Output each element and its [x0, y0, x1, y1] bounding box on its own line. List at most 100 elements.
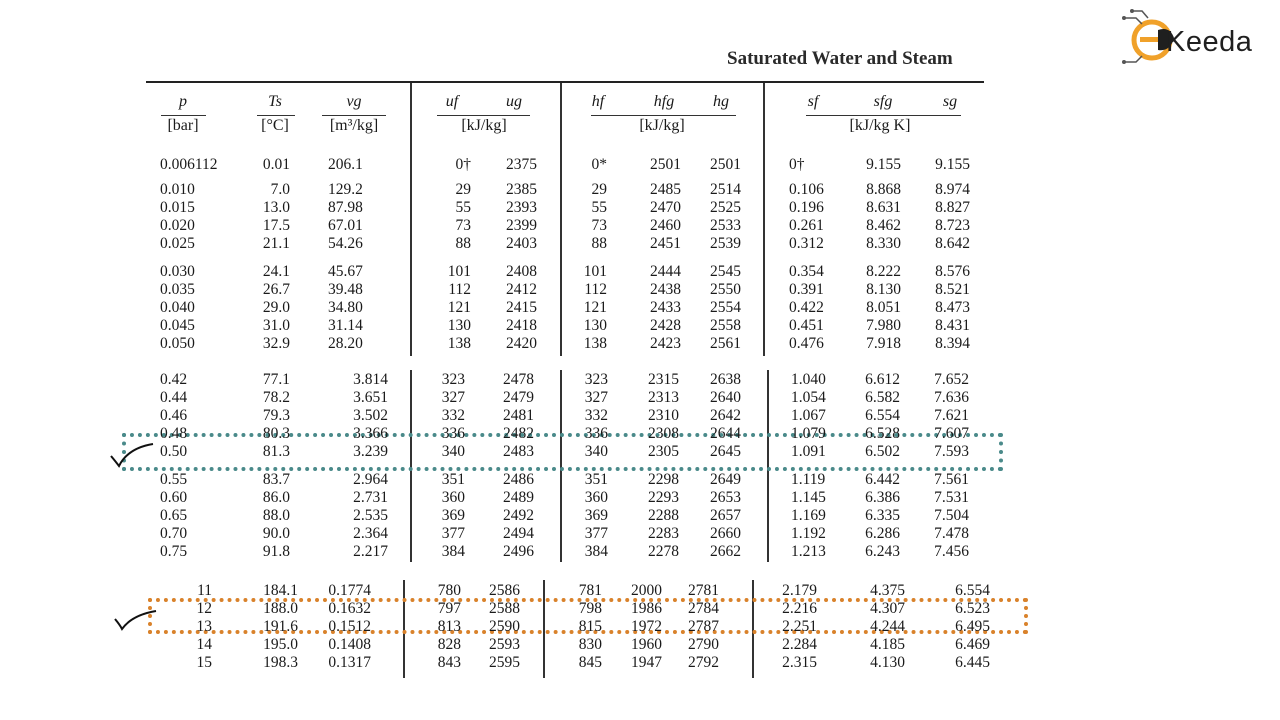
header-underline: [161, 115, 206, 116]
table-cell: 6.386: [865, 489, 900, 506]
header-hfg: hfg: [653, 93, 675, 110]
table-cell: 2501: [650, 156, 681, 173]
table-cell: 6.243: [865, 543, 900, 560]
table-cell: 2545: [710, 263, 741, 280]
table-cell: 323: [584, 371, 608, 388]
table-cell: 112: [584, 281, 607, 298]
table-cell: 1.169: [791, 507, 826, 524]
table-cell: 7.504: [934, 507, 969, 524]
table-cell: 780: [437, 582, 461, 599]
table-cell: 26.7: [262, 281, 290, 298]
table-cell: 1.213: [791, 543, 826, 560]
table-cell: 2653: [710, 489, 741, 506]
table-cell: 9.155: [866, 156, 901, 173]
table-cell: 1.054: [791, 389, 826, 406]
column-divider: [410, 370, 412, 562]
table-cell: 2593: [489, 636, 520, 653]
page-title: Saturated Water and Steam: [727, 48, 953, 69]
table-cell: 138: [447, 335, 471, 352]
table-cell: 112: [448, 281, 471, 298]
table-cell: 8.394: [935, 335, 970, 352]
table-cell: 8.723: [935, 217, 970, 234]
unit-p: [bar]: [167, 117, 199, 134]
checkmark-icon: [114, 610, 157, 631]
table-cell: 191.6: [263, 618, 298, 635]
logo-text: Keeda: [1166, 26, 1253, 58]
column-divider: [560, 370, 562, 562]
table-cell: 2662: [710, 543, 741, 560]
table-cell: 184.1: [263, 582, 298, 599]
table-cell: 2.216: [782, 600, 817, 617]
table-cell: 88.0: [262, 507, 290, 524]
table-cell: 6.554: [955, 582, 990, 599]
table-cell: 2485: [650, 181, 681, 198]
table-cell: 1.145: [791, 489, 826, 506]
table-cell: 0.65: [160, 507, 188, 524]
table-cell: 1.119: [791, 471, 826, 488]
column-divider: [543, 580, 545, 678]
table-cell: 129.2: [328, 181, 363, 198]
table-cell: 2781: [688, 582, 719, 599]
table-cell: 4.244: [870, 618, 905, 635]
column-divider: [403, 580, 405, 678]
table-cell: 0.422: [789, 299, 824, 316]
table-cell: 2790: [688, 636, 719, 653]
table-cell: 813: [437, 618, 461, 635]
table-cell: 1960: [631, 636, 662, 653]
table-cell: 2533: [710, 217, 741, 234]
table-cell: 6.335: [865, 507, 900, 524]
table-cell: 2423: [650, 335, 681, 352]
unit-vg: [m³/kg]: [329, 117, 379, 134]
unit-ts: [°C]: [261, 117, 289, 134]
table-cell: 121: [583, 299, 607, 316]
table-cell: 6.523: [955, 600, 990, 617]
table-cell: 8.868: [866, 181, 901, 198]
table-cell: 7.636: [934, 389, 969, 406]
unit-u: [kJ/kg]: [461, 117, 507, 134]
table-cell: 843: [437, 654, 461, 671]
table-cell: 87.98: [328, 199, 363, 216]
table-cell: 2283: [648, 525, 679, 542]
table-cell: 55: [591, 199, 608, 216]
header-sg: sg: [942, 93, 958, 110]
table-cell: 81.3: [262, 443, 290, 460]
table-cell: 101: [583, 263, 607, 280]
table-cell: 32.9: [262, 335, 290, 352]
table-cell: 2433: [650, 299, 681, 316]
table-cell: 2418: [506, 317, 537, 334]
table-cell: 0.1632: [328, 600, 371, 617]
header-hf: hf: [591, 93, 605, 110]
table-cell: 2.315: [782, 654, 817, 671]
table-cell: 86.0: [262, 489, 290, 506]
table-cell: 0.261: [789, 217, 824, 234]
table-cell: 360: [441, 489, 465, 506]
table-cell: 8.330: [866, 235, 901, 252]
table-cell: 6.442: [865, 471, 900, 488]
table-cell: 0.025: [160, 235, 195, 252]
table-cell: 11: [197, 582, 212, 599]
table-cell: 6.612: [865, 371, 900, 388]
table-cell: 340: [441, 443, 465, 460]
table-cell: 384: [441, 543, 465, 560]
table-cell: 2.964: [353, 471, 388, 488]
table-cell: 6.445: [955, 654, 990, 671]
table-cell: 0.42: [160, 371, 188, 388]
table-cell: 2657: [710, 507, 741, 524]
table-cell: 2308: [648, 425, 679, 442]
table-cell: 88: [591, 235, 608, 252]
table-cell: 2514: [710, 181, 741, 198]
table-cell: 1.040: [791, 371, 826, 388]
table-cell: 0.48: [160, 425, 188, 442]
table-cell: 2792: [688, 654, 719, 671]
table-cell: 2393: [506, 199, 537, 216]
unit-h: [kJ/kg]: [639, 117, 685, 134]
table-cell: 2.217: [353, 543, 388, 560]
table-cell: 2479: [503, 389, 534, 406]
table-cell: 1972: [631, 618, 662, 635]
table-cell: 0.015: [160, 199, 195, 216]
table-cell: 17.5: [262, 217, 290, 234]
table-cell: 0.476: [789, 335, 824, 352]
table-cell: 7.593: [934, 443, 969, 460]
table-cell: 67.01: [328, 217, 363, 234]
table-cell: 6.286: [865, 525, 900, 542]
